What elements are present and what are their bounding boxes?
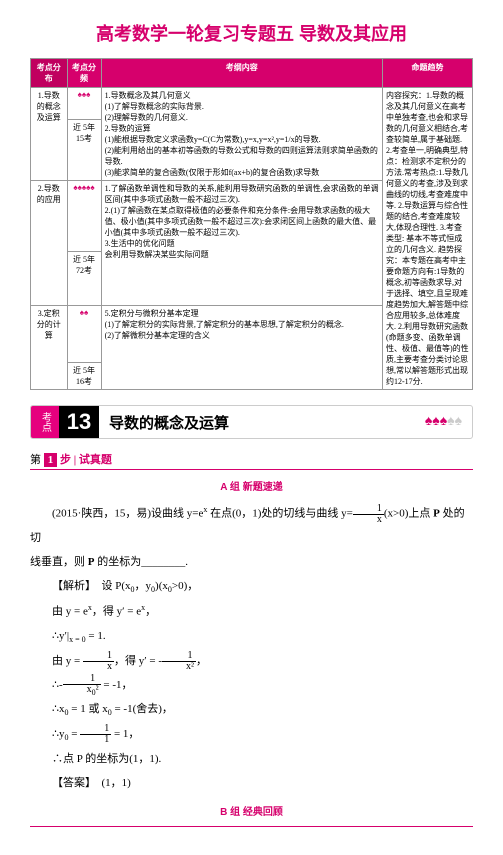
step-num: 1 — [44, 453, 58, 467]
th-3: 考纲内容 — [101, 59, 382, 88]
content-2: 1.了解函数单调性和导数的关系,能利用导数研究函数的单调性,会求函数的单调区间(… — [101, 181, 382, 306]
banner-flames: ♠♠♠♠♠ — [425, 414, 472, 430]
topic-1: 1.导数的概念及运算 — [31, 88, 68, 181]
banner-text: 导数的概念及运算 — [99, 412, 425, 433]
topic-3: 3.定积分的计算 — [31, 306, 68, 390]
solution-label: 【解析】 — [52, 580, 91, 592]
outline-table: 考点分布 考点分频 考纲内容 命题趋势 1.导数的概念及运算 ♠♠♠ 1.导数概… — [30, 58, 473, 390]
freq-2: ♠♠♠♠♠ — [67, 181, 101, 252]
freq-3: ♠♠ — [67, 306, 101, 363]
th-4: 命题趋势 — [383, 59, 473, 88]
content-3: 5.定积分与微积分基本定理 (1)了解定积分的实际背景,了解定积分的基本思想,了… — [101, 306, 382, 390]
th-1: 考点分布 — [31, 59, 68, 88]
content-1: 1.导数概念及其几何意义 (1)了解导数概念的实际背景. (2)理解导数的几何意… — [101, 88, 382, 181]
step-label: 步 | 试真题 — [60, 454, 112, 466]
section-a: A 组 新题速递 — [30, 478, 473, 493]
topic-banner: 考点 13 导数的概念及运算 ♠♠♠♠♠ — [30, 405, 473, 439]
problem-body: (2015·陕西，15，易)设曲线 y=ex 在点(0，1)处的切线与曲线 y=… — [30, 501, 473, 795]
page-title: 高考数学一轮复习专题五 导数及其应用 — [30, 20, 473, 46]
year-2: 近 5年72考 — [67, 252, 101, 306]
year-3: 近 5年16考 — [67, 363, 101, 390]
section-b: B 组 经典回顾 — [30, 803, 473, 818]
step-row: 第 1 步 | 试真题 — [30, 451, 473, 467]
freq-1: ♠♠♠ — [67, 88, 101, 120]
answer-value: (1，1) — [102, 777, 131, 789]
trend-col: 内容探究：1.导数的概念及其几何意义在高考中单独考查,也会和求导数的几何意义相结… — [383, 88, 473, 390]
answer-label: 【答案】 — [52, 777, 91, 789]
year-1: 近 5年15考 — [67, 119, 101, 180]
banner-tag: 考点 — [31, 406, 59, 438]
banner-num: 13 — [59, 406, 99, 438]
topic-2: 2.导数的应用 — [31, 181, 68, 306]
th-2: 考点分频 — [67, 59, 101, 88]
